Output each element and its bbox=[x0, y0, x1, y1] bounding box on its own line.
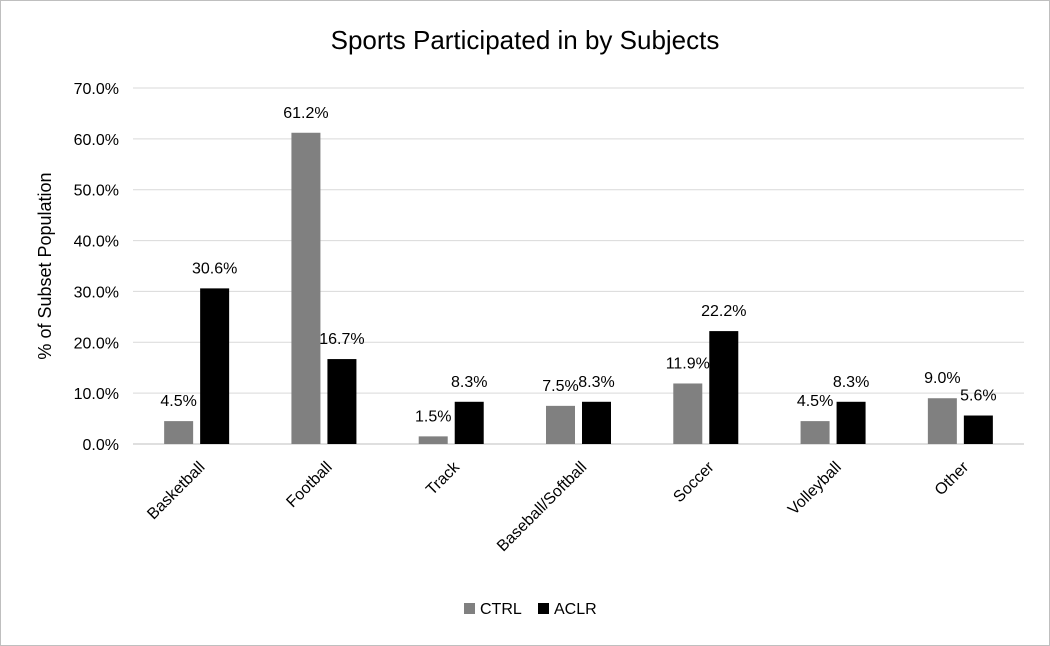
x-category-label: Basketball bbox=[144, 459, 208, 523]
data-label: 8.3% bbox=[833, 374, 869, 391]
bar-ctrl bbox=[418, 436, 448, 444]
bar-ctrl bbox=[546, 405, 575, 444]
bar-ctrl bbox=[927, 398, 957, 444]
x-axis-categories: Basketball Football Track Baseball/Softball… bbox=[144, 458, 972, 555]
y-tick-label: 30.0% bbox=[74, 284, 119, 301]
legend-swatch-aclr bbox=[538, 603, 549, 614]
data-label: 61.2% bbox=[283, 105, 328, 122]
x-category-label: Soccer bbox=[670, 458, 718, 506]
y-tick-label: 20.0% bbox=[74, 335, 119, 352]
bar-ctrl bbox=[291, 132, 321, 445]
data-label: 9.0% bbox=[924, 370, 960, 387]
data-label: 22.2% bbox=[701, 303, 746, 320]
data-labels: 4.5%30.6%61.2%16.7%1.5%8.3% 7.5% 8.3%11.9%… bbox=[160, 105, 996, 426]
data-label: 16.7% bbox=[319, 331, 364, 348]
bar-aclr bbox=[454, 401, 484, 444]
data-label: 8.3% bbox=[578, 374, 614, 391]
bar-aclr bbox=[963, 415, 993, 444]
bar-aclr bbox=[327, 359, 357, 444]
y-axis-label: % of Subset Population bbox=[35, 172, 55, 359]
y-tick-label: 40.0% bbox=[74, 234, 119, 251]
legend-swatch-ctrl bbox=[464, 603, 475, 614]
legend-label-ctrl: CTRL bbox=[480, 601, 522, 618]
x-category-label: Volleyball bbox=[785, 459, 845, 519]
legend-label-aclr: ACLR bbox=[554, 601, 597, 618]
y-tick-label: 0.0% bbox=[83, 437, 119, 454]
x-category-label: Baseball/Softball bbox=[494, 459, 590, 555]
bar-ctrl bbox=[800, 421, 830, 444]
chart-title: Sports Participated in by Subjects bbox=[331, 25, 720, 55]
y-tick-label: 10.0% bbox=[74, 386, 119, 403]
y-tick-label: 50.0% bbox=[74, 183, 119, 200]
x-category-label: Football bbox=[283, 459, 335, 511]
bar-aclr bbox=[709, 331, 739, 444]
x-category-label: Other bbox=[932, 458, 973, 499]
data-label: 11.9% bbox=[666, 355, 710, 372]
bar-aclr bbox=[582, 401, 611, 444]
y-tick-label: 70.0% bbox=[74, 81, 119, 98]
data-label: 5.6% bbox=[960, 388, 996, 405]
data-label: 4.5% bbox=[797, 393, 833, 410]
bar-aclr bbox=[836, 401, 866, 444]
bar-ctrl bbox=[164, 421, 194, 444]
y-tick-label: 60.0% bbox=[74, 132, 119, 149]
bar-aclr bbox=[200, 288, 230, 444]
data-label: 30.6% bbox=[192, 260, 237, 277]
data-label: 4.5% bbox=[160, 393, 196, 410]
x-category-label: Track bbox=[423, 458, 464, 499]
legend: CTRL ACLR bbox=[464, 601, 597, 618]
gridlines bbox=[133, 87, 1024, 445]
y-axis-ticks: 0.0% 10.0% 20.0% 30.0% 40.0% 50.0% 60.0% 70.0% bbox=[74, 81, 119, 454]
data-label: 1.5% bbox=[415, 408, 451, 425]
data-label: 7.5% bbox=[542, 378, 578, 395]
bar-ctrl bbox=[673, 383, 703, 444]
bars bbox=[164, 132, 993, 445]
data-label: 8.3% bbox=[451, 374, 487, 391]
